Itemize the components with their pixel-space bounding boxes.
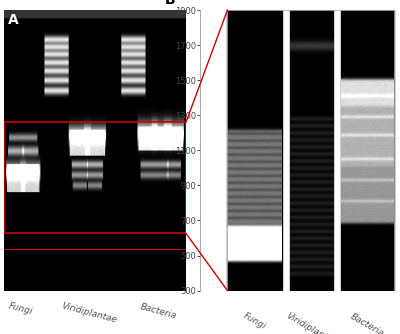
- Text: Bacteria: Bacteria: [349, 312, 386, 334]
- Text: Fungi: Fungi: [7, 302, 33, 317]
- Text: Viridiplantae: Viridiplantae: [61, 302, 118, 325]
- Text: Bacteria: Bacteria: [140, 302, 178, 320]
- Bar: [341, 10, 394, 291]
- Text: A: A: [8, 13, 18, 27]
- Bar: [4, 122, 186, 233]
- Text: Viridiplantae: Viridiplantae: [285, 312, 339, 334]
- Text: Fungi: Fungi: [242, 312, 268, 332]
- Bar: [290, 10, 333, 291]
- Bar: [4, 249, 186, 250]
- Bar: [228, 10, 394, 291]
- Text: B: B: [165, 0, 175, 7]
- Bar: [228, 10, 282, 291]
